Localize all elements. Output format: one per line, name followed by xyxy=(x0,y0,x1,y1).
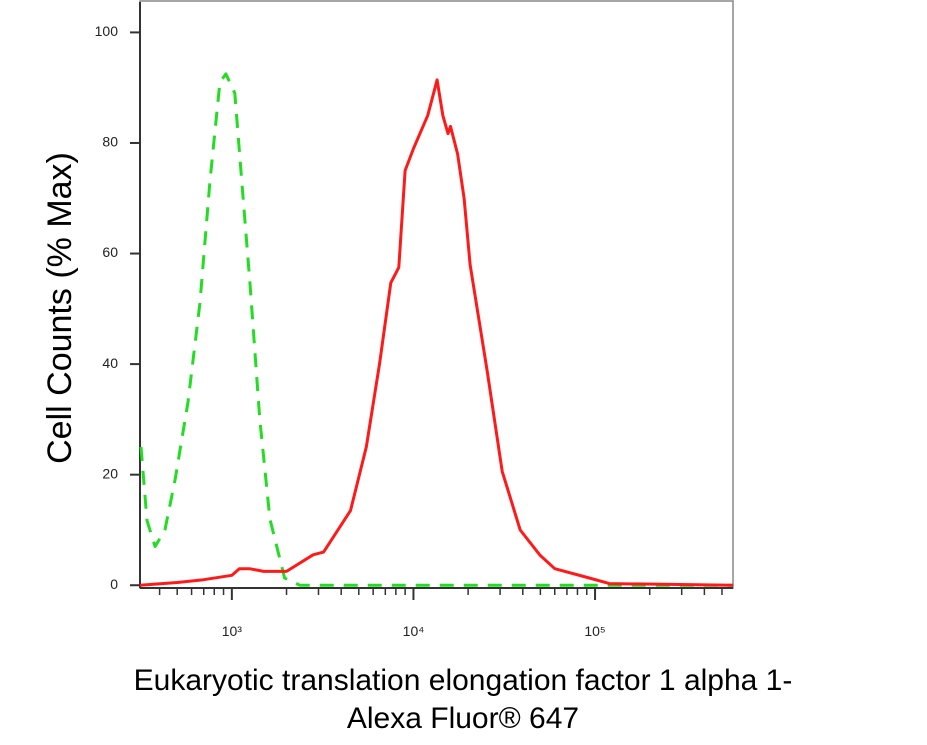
y-axis-label: Cell Counts (% Max) xyxy=(41,152,79,464)
plot-frame xyxy=(139,0,734,589)
x-tick-label: 10⁵ xyxy=(584,623,605,639)
y-tick-label: 100 xyxy=(95,23,119,39)
x-tick-label: 10⁴ xyxy=(403,623,425,639)
y-tick-label: 20 xyxy=(102,465,118,481)
y-tick-label: 60 xyxy=(102,244,118,260)
x-axis-label: Alexa Fluor® 647 xyxy=(347,702,579,735)
y-tick-label: 0 xyxy=(110,576,118,592)
series-line xyxy=(139,78,734,587)
series-line xyxy=(139,72,733,587)
y-tick-label: 40 xyxy=(102,355,118,371)
y-tick-label: 80 xyxy=(102,134,118,150)
x-axis-label: Eukaryotic translation elongation factor… xyxy=(134,664,793,697)
x-tick-label: 10³ xyxy=(222,623,243,639)
